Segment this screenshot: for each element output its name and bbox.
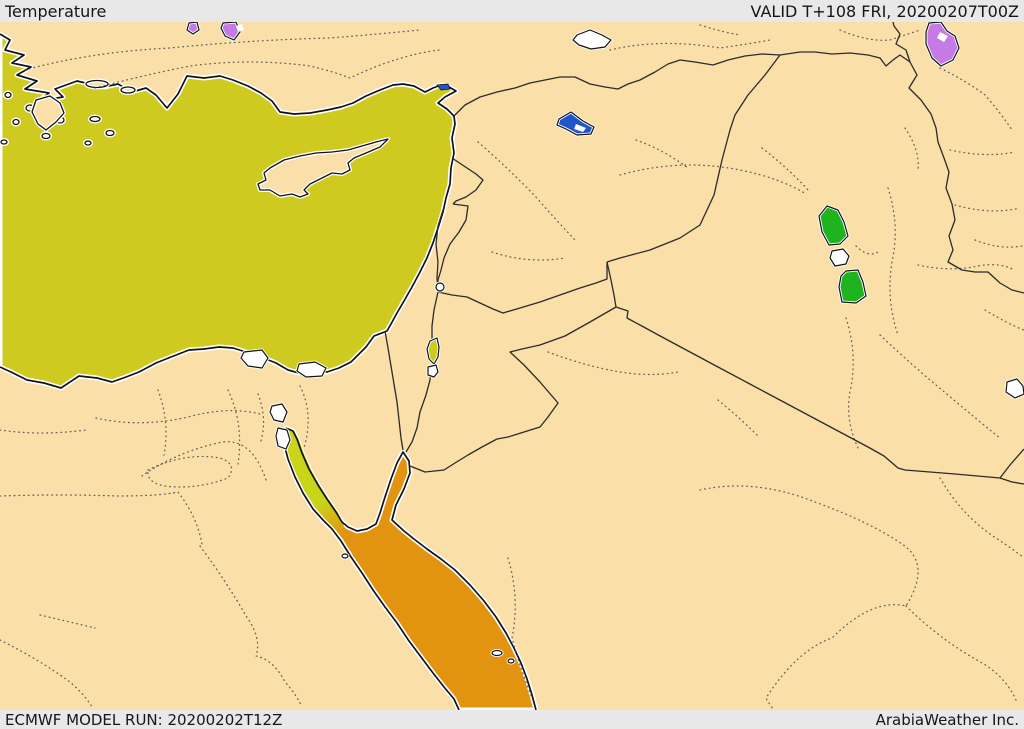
valid-time-label: VALID T+108 FRI, 20200207T00Z	[750, 1, 1019, 21]
lake-habbaniyah	[828, 247, 851, 268]
brand-label: ArabiaWeather Inc.	[875, 710, 1019, 729]
south-iraq-lake	[1004, 377, 1024, 400]
sea-of-galilee	[434, 281, 446, 293]
red-sea	[280, 425, 539, 710]
lake-assad	[555, 110, 596, 137]
map-title: Temperature	[5, 1, 107, 21]
turkish-lakes	[185, 22, 613, 51]
gulf-of-suez-overlay	[285, 430, 344, 535]
footer-bar: ECMWF MODEL RUN: 20200202T12Z ArabiaWeat…	[0, 710, 1024, 729]
dead-sea	[425, 336, 441, 379]
turkish-lake-white-patch	[236, 24, 244, 32]
lake-urmia	[924, 22, 961, 68]
model-run-label: ECMWF MODEL RUN: 20200202T12Z	[5, 710, 283, 729]
temperature-map	[0, 22, 1024, 710]
country-borders	[384, 22, 1024, 485]
iskenderun-bay-patch	[436, 83, 451, 91]
header-bar: Temperature VALID T+108 FRI, 20200207T00…	[0, 0, 1024, 22]
urmia-white-patch	[937, 32, 948, 42]
assad-white-patch	[574, 124, 586, 132]
admin-dotted-borders	[0, 24, 1024, 710]
